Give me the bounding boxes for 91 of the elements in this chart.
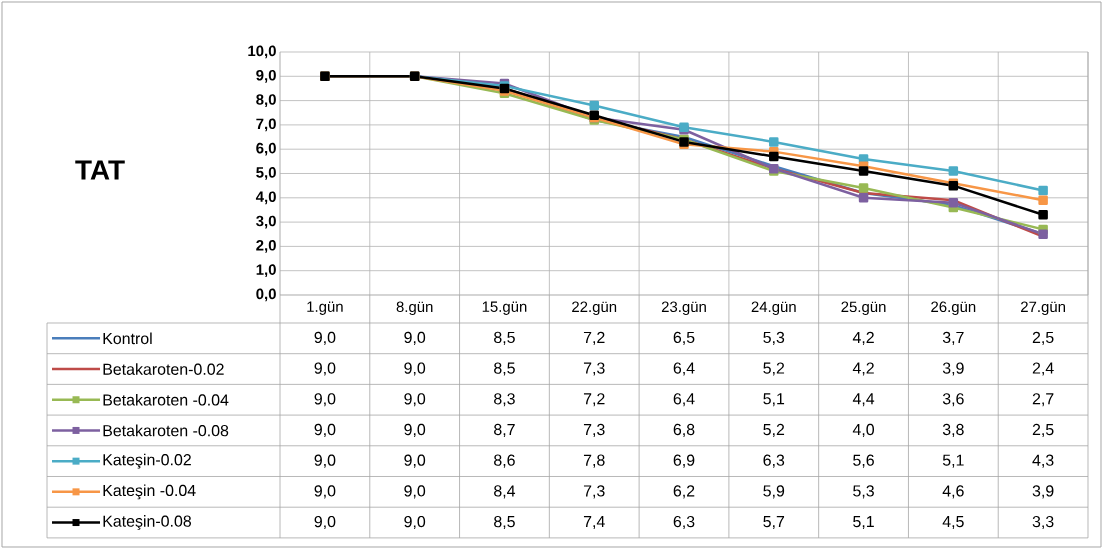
- data-label: 3,8: [942, 423, 964, 438]
- data-label: 5,7: [763, 516, 785, 530]
- data-label: 5,1: [853, 516, 874, 530]
- x-tick-label: 26.gün: [931, 301, 976, 316]
- y-tick-label: 2,0: [256, 240, 276, 253]
- data-label: 7,3: [583, 423, 605, 438]
- data-label: 9,0: [404, 454, 426, 468]
- data-label: 9,0: [314, 331, 336, 345]
- data-label: 5,9: [763, 485, 785, 499]
- data-label: 7,3: [583, 485, 605, 499]
- data-label: 9,0: [404, 423, 426, 438]
- data-label: 4,6: [942, 485, 964, 499]
- data-label: 6,2: [673, 485, 695, 499]
- data-label: 2,7: [1032, 393, 1054, 407]
- y-tick-label: 1,0: [256, 264, 276, 278]
- data-label: 7,3: [583, 362, 605, 376]
- x-tick-label: 25.gün: [841, 301, 886, 316]
- data-label: 7,2: [583, 393, 605, 407]
- data-label: 8,7: [494, 423, 515, 438]
- y-tick-label: 9,0: [256, 69, 276, 83]
- y-axis-title: TAT: [75, 160, 125, 180]
- data-label: 6,8: [673, 423, 695, 438]
- data-label: 9,0: [314, 485, 336, 499]
- data-label: 3,6: [942, 393, 964, 407]
- data-label: 4,2: [852, 362, 874, 376]
- data-label: 8,5: [494, 362, 515, 376]
- y-tick-label: 6,0: [256, 142, 276, 156]
- data-label: 2,5: [1032, 423, 1054, 438]
- data-label: 4,0: [852, 423, 875, 438]
- data-label: 3,7: [942, 331, 964, 345]
- x-tick-label: 8.gün: [396, 301, 433, 316]
- data-label: 7,4: [583, 516, 605, 530]
- data-label: 3,3: [1032, 515, 1054, 530]
- data-label: 9,0: [314, 423, 336, 438]
- data-label: 4,3: [1032, 454, 1054, 468]
- data-label: 6,4: [673, 362, 695, 376]
- data-label: 5,2: [763, 423, 785, 438]
- legend-label: Kateşin -0.04: [103, 484, 196, 500]
- y-tick-label: 7,0: [256, 118, 276, 132]
- data-label: 9,0: [404, 485, 426, 499]
- x-tick-label: 1.gün: [307, 301, 343, 315]
- data-label: 6,3: [763, 454, 785, 468]
- data-label: 5,1: [942, 454, 964, 468]
- y-tick-label: 3,0: [256, 215, 276, 229]
- data-label: 9,0: [314, 362, 336, 376]
- data-label: 6,4: [673, 393, 695, 407]
- legend-label: Kateşin-0.02: [103, 453, 191, 469]
- data-label: 9,0: [314, 515, 336, 530]
- data-label: 8,5: [494, 331, 515, 345]
- data-label: 9,0: [314, 454, 336, 468]
- legend-label: Betakaroten -0.08: [103, 424, 229, 437]
- data-label: 5,3: [853, 485, 874, 499]
- data-label: 4,5: [942, 516, 964, 530]
- data-label: 6,5: [673, 331, 695, 345]
- data-label: 2,4: [1032, 362, 1054, 376]
- data-label: 9,0: [404, 515, 426, 530]
- data-label: 8,3: [494, 393, 515, 407]
- data-label: 3,9: [1032, 485, 1054, 499]
- x-tick-label: 24.gün: [751, 301, 796, 316]
- data-label: 8,6: [494, 454, 515, 468]
- legend-label: Kontrol: [103, 332, 152, 345]
- data-label: 8,4: [494, 485, 516, 499]
- data-label: 5,3: [763, 331, 785, 345]
- data-label: 4,4: [852, 393, 875, 407]
- legend-label: Betakaroten-0.02: [103, 363, 224, 375]
- data-label: 9,0: [314, 393, 336, 407]
- data-label: 9,0: [404, 393, 426, 407]
- y-tick-label: 5,0: [256, 167, 276, 180]
- x-tick-label: 15.gün: [482, 301, 527, 315]
- data-label: 8,5: [494, 515, 515, 530]
- data-label: 5,6: [853, 454, 874, 468]
- data-label: 5,2: [763, 362, 785, 376]
- data-label: 6,9: [673, 454, 695, 468]
- data-label: 9,0: [404, 331, 426, 345]
- x-tick-label: 23.gün: [661, 301, 706, 316]
- data-label: 7,2: [583, 331, 605, 345]
- data-label: 6,3: [673, 515, 695, 530]
- y-tick-label: 0,0: [256, 288, 276, 302]
- data-label: 2,5: [1032, 331, 1054, 345]
- data-label: 3,9: [942, 362, 964, 376]
- data-label: 4,2: [852, 331, 874, 345]
- legend-label: Betakaroten -0.04: [103, 393, 229, 406]
- data-label: 7,8: [583, 454, 605, 468]
- x-tick-label: 22.gün: [572, 301, 617, 316]
- legend-label: Kateşin-0.08: [103, 515, 192, 530]
- data-label: 9,0: [404, 362, 426, 376]
- y-tick-label: 10,0: [248, 45, 276, 59]
- x-tick-label: 27.gün: [1021, 301, 1065, 316]
- data-label: 5,1: [763, 393, 785, 407]
- y-tick-label: 4,0: [255, 191, 276, 205]
- y-tick-label: 8,0: [256, 94, 276, 107]
